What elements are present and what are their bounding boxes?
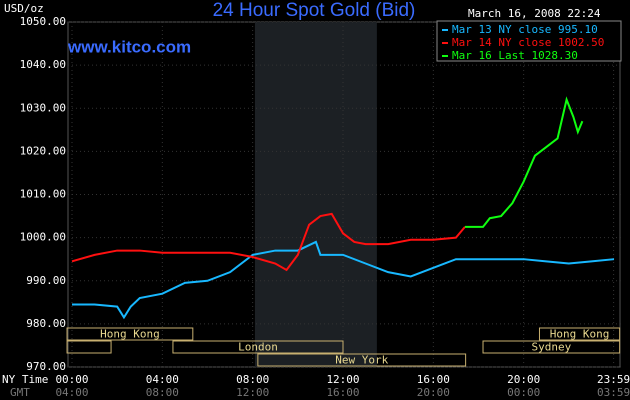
market-session [482,340,621,354]
x-axis-label: NY Time [2,373,48,386]
x-tick-label: 20:00 [507,373,540,386]
chart-title: 24 Hour Spot Gold (Bid) [213,0,416,21]
y-tick-label: 1030.00 [20,101,66,114]
series-line [72,240,615,320]
y-tick-label: 1040.00 [20,58,66,71]
x-tick-label: 08:00 [236,373,269,386]
y-tick-label: 1050.00 [20,15,66,28]
x2-axis-label: GMT [10,386,30,399]
x2-tick-label: 20:00 [417,386,450,399]
legend-entry: Mar 14 NY close 1002.50 [452,36,604,49]
legend-entry: Mar 13 NY close 995.10 [452,23,598,36]
plot-area: Hong Kong Hong Kong London Sydney New York [66,21,624,368]
session-label: London [238,341,278,354]
session-label: Hong Kong [100,328,160,341]
series-line [464,96,584,228]
session-label: Sydney [531,341,571,354]
y-axis-label: USD/oz [4,2,44,15]
series-line [71,212,466,272]
date: March 16, 2008 22:24 [468,7,601,20]
legend-box [436,20,622,62]
market-session [257,353,467,367]
x-tick-label: 16:00 [417,373,450,386]
x2-tick-label: 03:59 [597,386,630,399]
x-tick-label: 12:00 [326,373,359,386]
x2-tick-label: 16:00 [326,386,359,399]
y-tick-label: 1020.00 [20,144,66,157]
x2-tick-label: 00:00 [507,386,540,399]
x-tick-label: 04:00 [146,373,179,386]
y-tick-label: 990.00 [26,274,66,287]
session-label: New York [335,354,388,367]
market-session [538,327,621,341]
market-session [66,327,194,341]
x2-tick-label: 12:00 [236,386,269,399]
y-tick-label: 1010.00 [20,188,66,201]
legend-entry: Mar 16 Last 1028.30 [452,49,578,62]
y-tick-label: 970.00 [26,360,66,373]
x-tick-label: 23:59 [597,373,630,386]
market-session [172,340,344,354]
session-label: Hong Kong [550,328,610,341]
website: www.kitco.com [67,37,191,56]
x-tick-label: 00:00 [55,373,88,386]
market-session [66,340,112,354]
y-tick-label: 1000.00 [20,231,66,244]
x2-tick-label: 04:00 [55,386,88,399]
x2-tick-label: 08:00 [146,386,179,399]
shaded-hours [254,22,377,367]
y-tick-label: 980.00 [26,317,66,330]
